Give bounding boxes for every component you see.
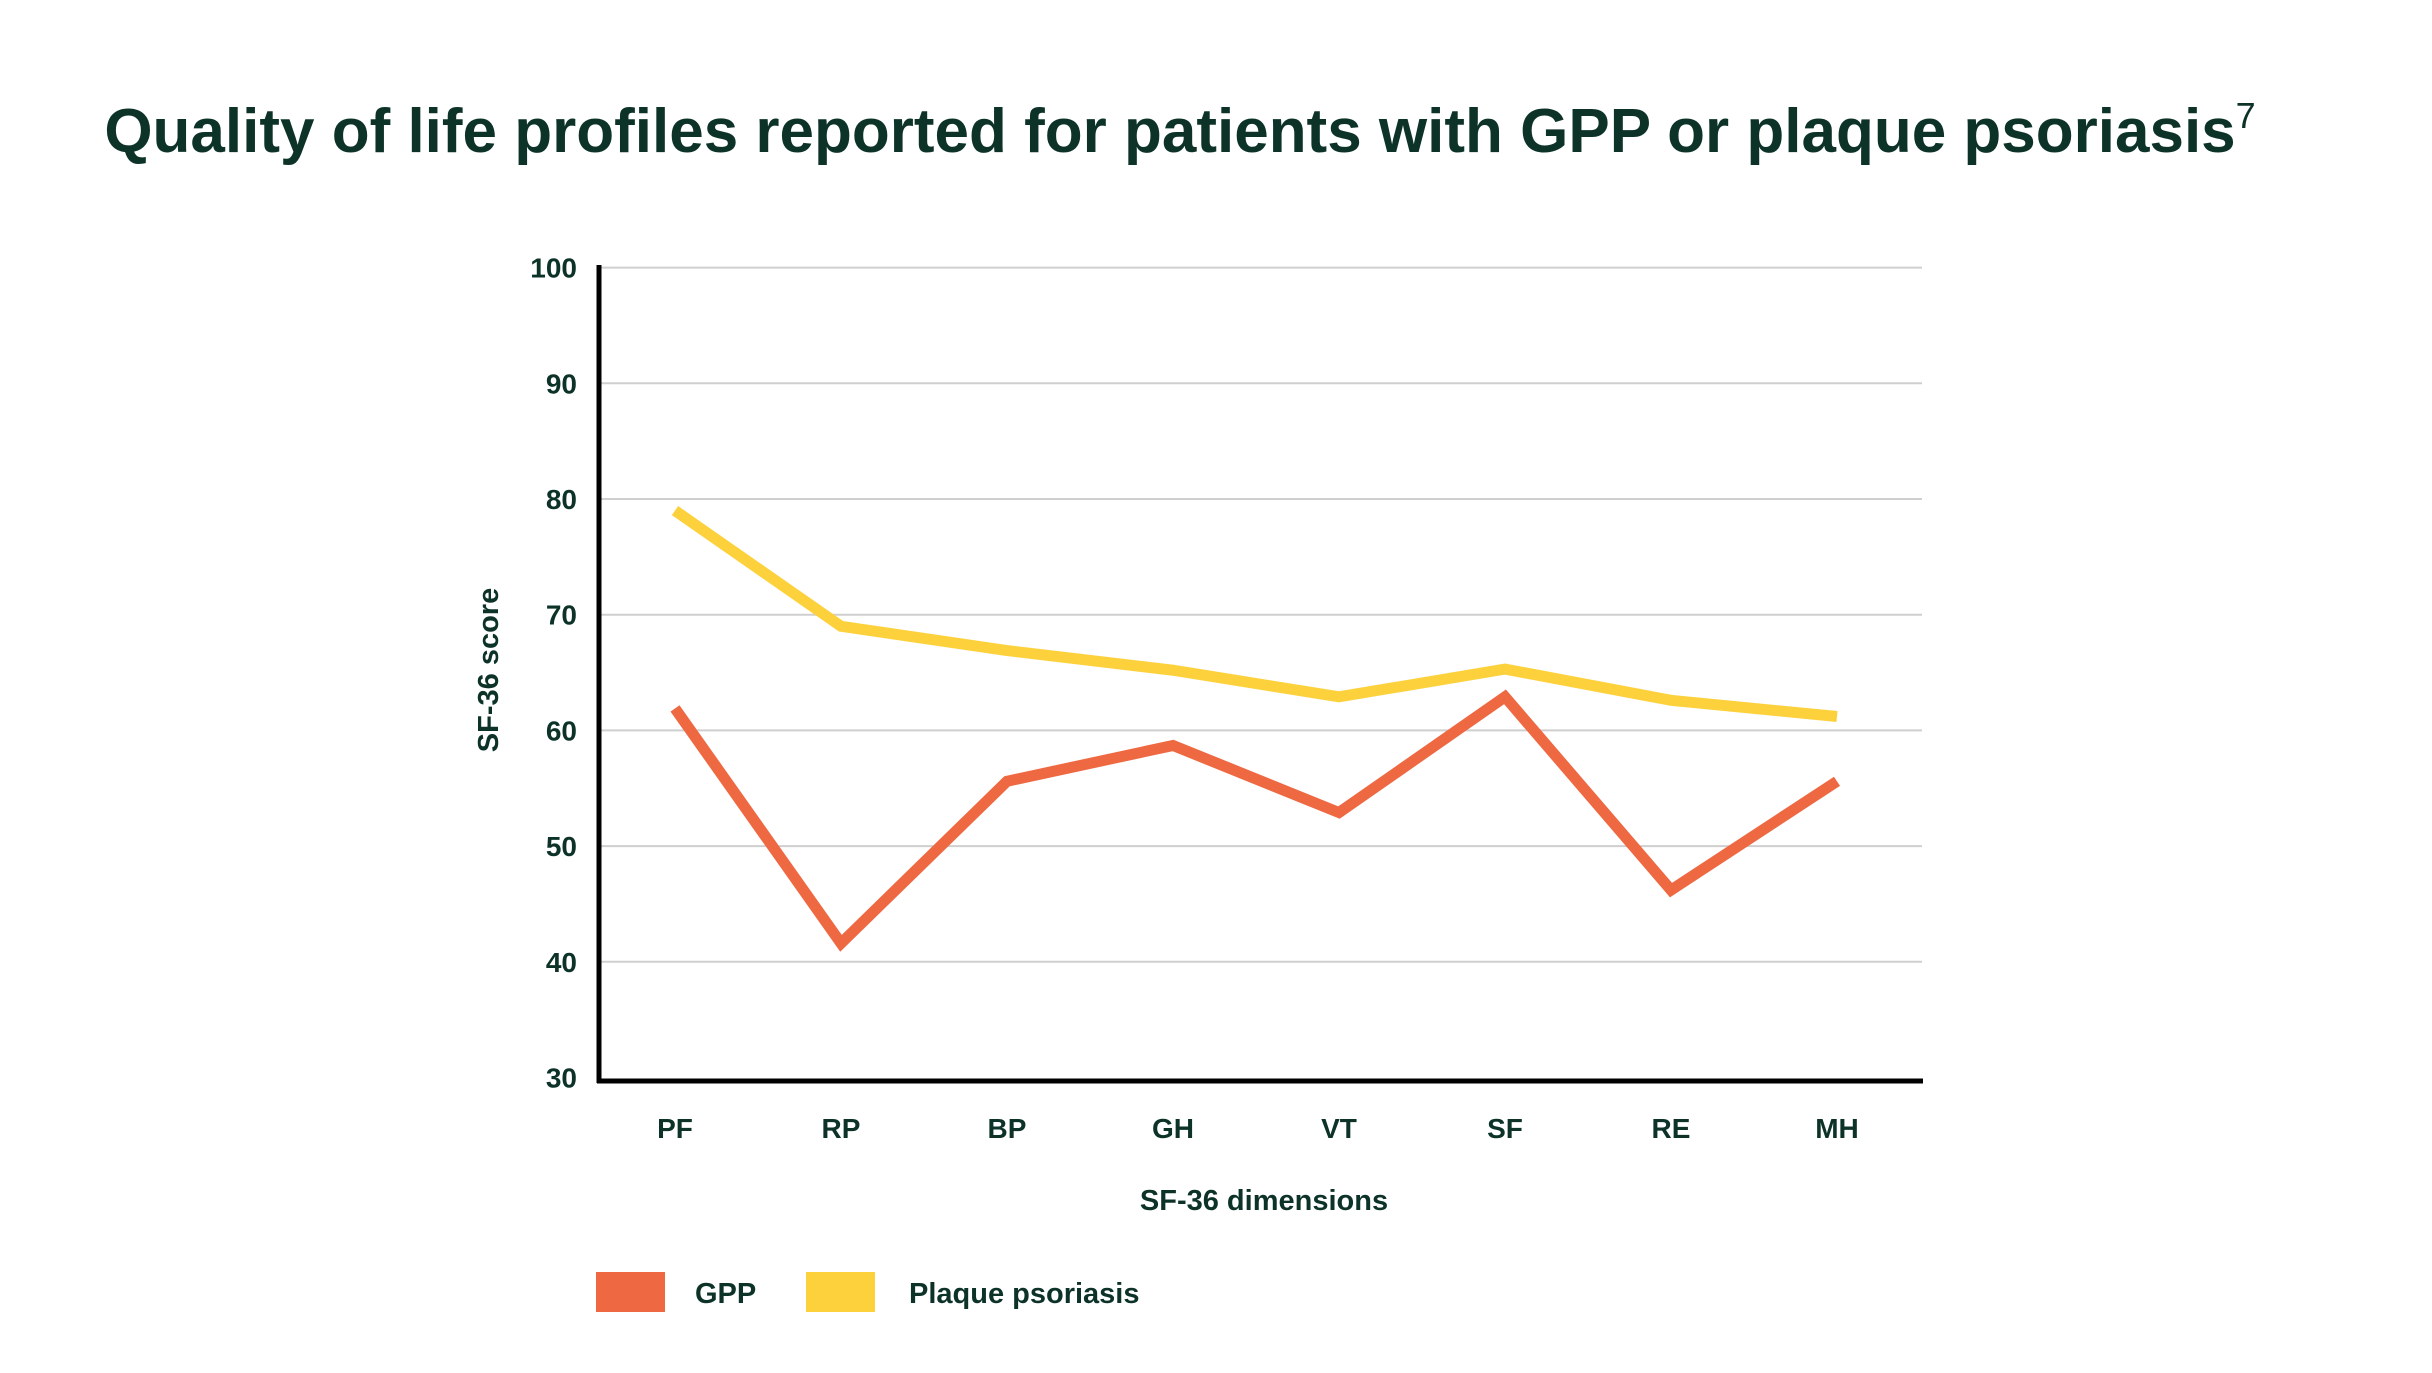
y-tick-label: 50 (546, 831, 577, 862)
series-lines (675, 510, 1837, 943)
x-tick-label: RE (1652, 1113, 1691, 1144)
y-tick-label: 40 (546, 947, 577, 978)
y-tick-label: 30 (546, 1063, 577, 1094)
chart-title: Quality of life profiles reported for pa… (104, 95, 2255, 166)
legend-label: Plaque psoriasis (909, 1278, 1140, 1310)
y-tick-label: 90 (546, 368, 577, 399)
x-axis-label: SF-36 dimensions (1140, 1185, 1388, 1217)
series-line-plaque-psoriasis (675, 511, 1837, 717)
y-tick-labels: 30 40 50 60 70 80 90 100 (530, 253, 577, 1094)
x-tick-label: VT (1321, 1113, 1357, 1144)
x-tick-label: RP (822, 1113, 861, 1144)
x-tick-label: SF (1487, 1113, 1523, 1144)
y-tick-label: 60 (546, 715, 577, 746)
x-tick-labels: PF RP BP GH VT SF RE MH (657, 1113, 1859, 1144)
x-tick-label: BP (988, 1113, 1027, 1144)
x-tick-label: MH (1815, 1113, 1859, 1144)
x-tick-label: GH (1152, 1113, 1194, 1144)
x-tick-label: PF (657, 1113, 693, 1144)
title-superscript: 7 (2236, 95, 2256, 136)
legend-label: GPP (695, 1278, 756, 1310)
series-line-gpp (675, 697, 1837, 943)
y-tick-label: 100 (530, 253, 577, 284)
legend-swatch (806, 1272, 875, 1312)
y-tick-label: 80 (546, 484, 577, 515)
y-tick-label: 70 (546, 600, 577, 631)
legend-swatch (596, 1272, 665, 1312)
y-axis-label: SF-36 score (473, 588, 505, 752)
legend: GPP Plaque psoriasis (596, 1272, 1140, 1312)
